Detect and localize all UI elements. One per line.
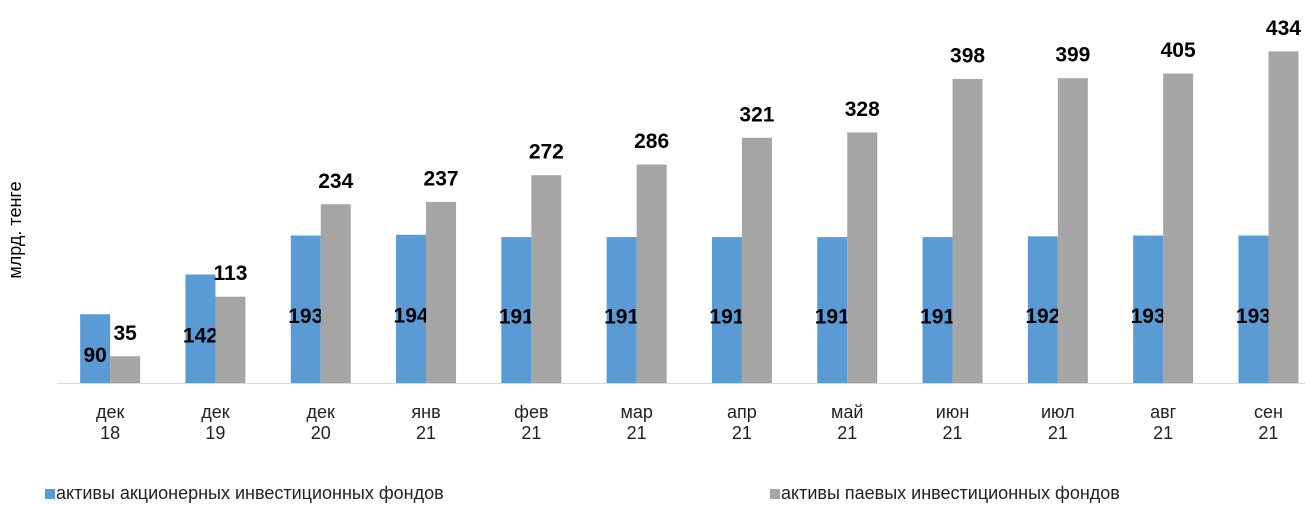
bar <box>80 314 111 383</box>
value-label: 191 <box>499 306 534 329</box>
x-tick-label: апр 21 <box>727 402 757 443</box>
value-label: 434 <box>1266 17 1301 40</box>
bar <box>531 175 562 383</box>
value-label: 237 <box>424 167 459 190</box>
x-tick-label: дек 18 <box>95 402 125 443</box>
y-axis-label: млрд. тенге <box>5 181 25 278</box>
legend-label: активы паевых инвестиционных фондов <box>781 483 1120 503</box>
value-label: 399 <box>1055 44 1090 67</box>
bar <box>741 137 772 383</box>
bar <box>636 164 667 383</box>
value-label: 191 <box>920 306 955 329</box>
x-tick-label: авг 21 <box>1150 402 1177 443</box>
value-label: 142 <box>183 324 218 347</box>
x-tick-label: июл 21 <box>1041 402 1075 443</box>
x-tick-label: фев 21 <box>514 402 549 443</box>
bar <box>922 237 953 383</box>
value-label: 321 <box>739 103 774 126</box>
value-label: 405 <box>1161 39 1196 62</box>
bar <box>290 235 321 383</box>
bar <box>847 132 878 383</box>
value-label: 35 <box>113 322 137 345</box>
legend-swatch <box>45 489 55 499</box>
value-label: 193 <box>1131 305 1166 328</box>
bar <box>110 356 141 383</box>
value-label: 113 <box>214 262 248 285</box>
x-tick-label: май 21 <box>831 402 864 443</box>
bar <box>1133 235 1164 383</box>
bar <box>215 296 246 383</box>
bar <box>1163 73 1194 383</box>
bar <box>1268 51 1299 383</box>
value-label: 328 <box>845 98 880 121</box>
bar <box>396 234 427 383</box>
bar <box>1057 78 1088 383</box>
bar <box>711 237 742 383</box>
value-label: 286 <box>634 130 669 153</box>
value-label: 234 <box>318 170 353 193</box>
bar <box>952 78 983 383</box>
bar <box>426 201 457 383</box>
value-label: 90 <box>83 344 106 367</box>
bar <box>320 204 351 383</box>
x-tick-label: дек 19 <box>201 402 230 443</box>
bar <box>501 237 532 383</box>
value-label: 398 <box>950 44 985 67</box>
value-label: 191 <box>815 306 850 329</box>
x-tick-label: дек 20 <box>306 402 335 443</box>
value-label: 272 <box>529 141 564 164</box>
legend-swatch <box>770 489 780 499</box>
value-label: 191 <box>604 306 639 329</box>
x-tick-label: янв 21 <box>411 402 441 443</box>
bar <box>817 237 848 383</box>
value-label: 192 <box>1025 305 1060 328</box>
bar <box>185 274 216 383</box>
value-label: 193 <box>288 305 323 328</box>
legend-label: активы акционерных инвестиционных фондов <box>56 483 444 503</box>
value-label: 194 <box>394 304 429 327</box>
x-tick-label: мар 21 <box>620 402 653 443</box>
x-tick-label: июн 21 <box>935 402 970 443</box>
value-label: 193 <box>1236 305 1271 328</box>
x-tick-label: сен 21 <box>1253 402 1283 443</box>
value-label: 191 <box>709 306 744 329</box>
bar <box>1027 236 1058 383</box>
bar <box>606 237 637 383</box>
bar <box>1238 235 1269 383</box>
